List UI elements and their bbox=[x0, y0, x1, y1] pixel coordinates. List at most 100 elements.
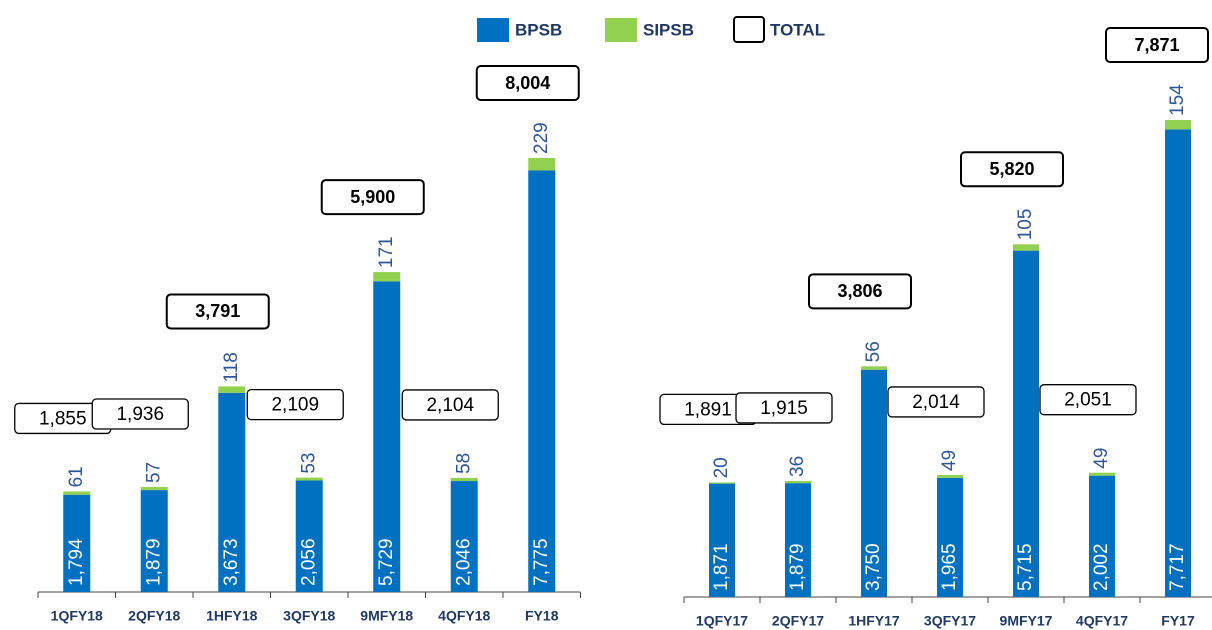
total-label: 2,109 bbox=[271, 395, 319, 416]
total-box bbox=[91, 398, 189, 430]
data-label: 53 bbox=[298, 453, 319, 474]
total-label: 1,891 bbox=[684, 399, 732, 420]
total-box bbox=[401, 389, 499, 421]
bar-segment bbox=[937, 477, 963, 597]
data-label: 1,965 bbox=[939, 543, 960, 591]
data-label: 36 bbox=[787, 456, 808, 477]
legend-swatch bbox=[605, 18, 637, 42]
total-label: 5,900 bbox=[350, 187, 395, 207]
data-label: 3,673 bbox=[221, 538, 242, 586]
x-tick-label: 4QFY18 bbox=[438, 608, 490, 624]
bar-segment bbox=[785, 480, 811, 484]
x-tick-label: 1QFY17 bbox=[696, 613, 748, 629]
data-label: 56 bbox=[863, 341, 884, 362]
data-label: 118 bbox=[221, 352, 242, 382]
x-tick-label: 9MFY17 bbox=[1000, 613, 1053, 629]
bar-segment bbox=[1013, 250, 1039, 597]
bar-segment bbox=[63, 491, 91, 495]
bar-segment bbox=[528, 170, 556, 592]
bar-segment bbox=[937, 474, 963, 478]
total-box bbox=[1039, 384, 1137, 416]
total-box bbox=[475, 65, 580, 101]
bar-segment bbox=[1089, 472, 1115, 476]
data-label: 2,002 bbox=[1091, 543, 1112, 591]
data-label: 105 bbox=[1015, 209, 1036, 241]
bar-segment bbox=[295, 477, 323, 481]
total-box bbox=[246, 388, 344, 421]
data-label: 58 bbox=[453, 453, 474, 474]
data-label: 7,717 bbox=[1167, 543, 1188, 591]
legend-label: SIPSB bbox=[643, 20, 694, 39]
bar-segment bbox=[140, 487, 168, 491]
total-label: 2,014 bbox=[912, 392, 960, 413]
bar-segment bbox=[1013, 244, 1039, 251]
data-label: 5,729 bbox=[376, 538, 397, 586]
bar-segment bbox=[1165, 129, 1191, 597]
bar-segment bbox=[63, 494, 91, 592]
x-tick-label: 2QFY18 bbox=[128, 608, 180, 624]
total-label: 3,806 bbox=[837, 281, 882, 301]
x-tick-label: 2QFY17 bbox=[772, 613, 824, 629]
bar-segment bbox=[709, 483, 735, 597]
total-label: 1,915 bbox=[760, 398, 808, 419]
total-box bbox=[320, 179, 425, 216]
bar-segment bbox=[373, 281, 401, 592]
bar-segment bbox=[861, 369, 887, 597]
x-tick-label: 1HFY17 bbox=[848, 613, 900, 629]
total-box bbox=[887, 386, 985, 418]
bar-segment bbox=[1165, 120, 1191, 130]
x-tick-label: 9MFY18 bbox=[360, 608, 413, 624]
data-label: 57 bbox=[143, 462, 164, 483]
bar-segment bbox=[785, 483, 811, 597]
data-label: 1,879 bbox=[787, 543, 808, 591]
bar-segment bbox=[140, 490, 168, 592]
data-label: 2,056 bbox=[298, 538, 319, 586]
total-label: 1,936 bbox=[116, 404, 164, 425]
legend-swatch bbox=[733, 16, 765, 43]
x-tick-label: FY17 bbox=[1161, 613, 1195, 629]
data-label: 7,775 bbox=[531, 538, 552, 586]
data-label: 49 bbox=[939, 450, 960, 471]
bar-segment bbox=[1089, 475, 1115, 597]
total-label: 1,855 bbox=[39, 408, 87, 429]
x-tick-label: 1QFY18 bbox=[51, 608, 103, 624]
data-label: 229 bbox=[531, 122, 552, 154]
data-label: 1,871 bbox=[711, 543, 732, 591]
data-label: 5,715 bbox=[1015, 543, 1036, 591]
total-box bbox=[960, 151, 1064, 188]
bar-segment bbox=[450, 481, 478, 592]
bar-segment bbox=[861, 366, 887, 370]
x-tick-label: 4QFY17 bbox=[1076, 613, 1128, 629]
data-label: 61 bbox=[66, 466, 87, 487]
x-tick-label: 3QFY18 bbox=[283, 608, 335, 624]
data-label: 2,046 bbox=[453, 538, 474, 586]
bar-segment bbox=[373, 272, 401, 282]
bar-segment bbox=[450, 477, 478, 482]
total-label: 7,871 bbox=[1134, 35, 1179, 55]
total-box bbox=[1105, 27, 1209, 63]
bar-segment bbox=[709, 482, 735, 484]
x-tick-label: FY18 bbox=[525, 608, 559, 624]
bar-segment bbox=[218, 386, 246, 393]
bar-segment bbox=[218, 392, 246, 592]
total-label: 5,820 bbox=[989, 159, 1034, 179]
bar-segment bbox=[528, 158, 556, 171]
x-tick-label: 3QFY17 bbox=[924, 613, 976, 629]
x-tick-label: 1HFY18 bbox=[206, 608, 258, 624]
legend-label: TOTAL bbox=[770, 20, 825, 39]
data-label: 1,879 bbox=[143, 538, 164, 586]
data-label: 171 bbox=[376, 236, 397, 268]
total-label: 3,791 bbox=[195, 301, 240, 321]
total-box bbox=[808, 273, 912, 310]
legend-label: BPSB bbox=[515, 20, 562, 39]
data-label: 1,794 bbox=[66, 538, 87, 586]
bar-segment bbox=[295, 480, 323, 592]
data-label: 49 bbox=[1091, 448, 1112, 469]
data-label: 20 bbox=[711, 457, 732, 478]
total-label: 2,104 bbox=[426, 395, 474, 416]
total-label: 8,004 bbox=[505, 73, 550, 93]
total-label: 2,051 bbox=[1064, 390, 1112, 411]
data-label: 3,750 bbox=[863, 543, 884, 591]
total-box bbox=[165, 293, 270, 330]
